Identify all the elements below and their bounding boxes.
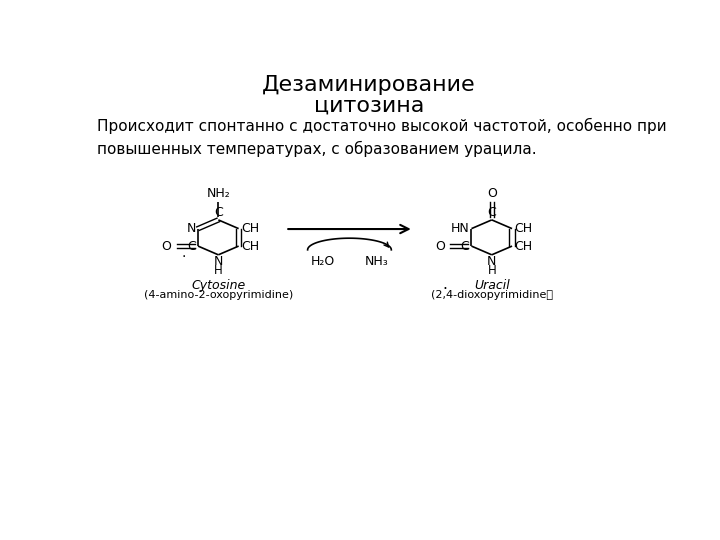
Text: CH: CH — [514, 222, 532, 235]
Text: CH: CH — [241, 240, 259, 253]
Text: NH₃: NH₃ — [365, 255, 389, 268]
Text: C: C — [461, 240, 469, 253]
Text: Дезаминирование: Дезаминирование — [262, 75, 476, 95]
Text: N: N — [186, 222, 196, 235]
Text: C: C — [487, 206, 496, 219]
Text: NH₂: NH₂ — [207, 187, 230, 200]
Text: CH: CH — [241, 222, 259, 235]
Text: N: N — [487, 255, 497, 268]
Text: H: H — [214, 264, 222, 277]
Text: C: C — [187, 240, 196, 253]
Text: ·: · — [442, 282, 447, 297]
Text: CH: CH — [514, 240, 532, 253]
Text: HN: HN — [451, 222, 469, 235]
Text: N: N — [214, 255, 223, 268]
Text: цитозина: цитозина — [314, 96, 424, 116]
Text: O: O — [487, 187, 497, 200]
Text: H: H — [487, 264, 496, 277]
Text: C: C — [214, 206, 222, 219]
Text: ·: · — [181, 250, 186, 264]
Text: Происходит спонтанно с достаточно высокой частотой, особенно при
повышенных темп: Происходит спонтанно с достаточно высоко… — [96, 118, 666, 157]
Text: (2,4-dioxopyrimidine⧼: (2,4-dioxopyrimidine⧼ — [431, 290, 553, 300]
Text: O: O — [161, 240, 171, 253]
Text: Cytosine: Cytosine — [192, 279, 246, 292]
Text: O: O — [435, 240, 445, 253]
Text: (4-amino-2-oxopyrimidine): (4-amino-2-oxopyrimidine) — [144, 290, 293, 300]
Text: Uracil: Uracil — [474, 279, 510, 292]
Text: H₂O: H₂O — [310, 255, 335, 268]
